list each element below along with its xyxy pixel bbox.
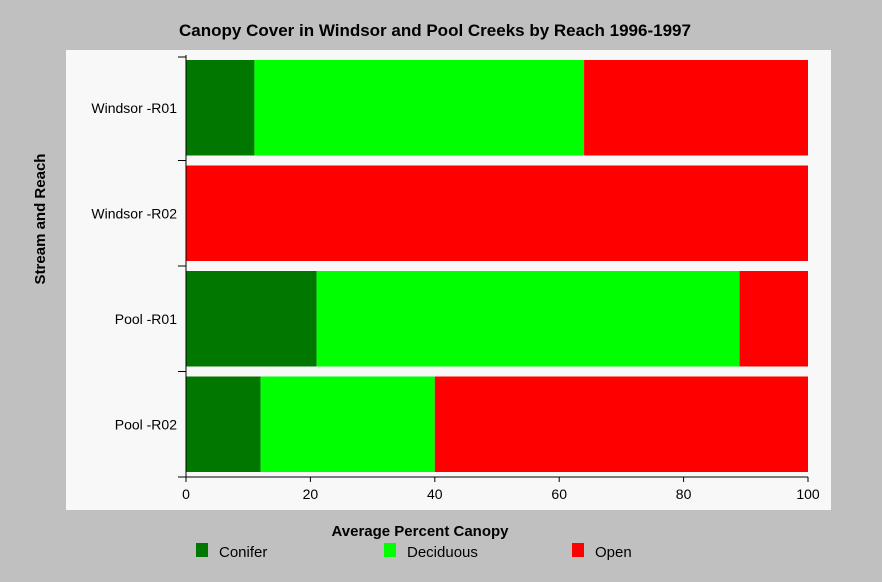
legend-swatch-conifer [196, 543, 208, 557]
bar-open-1 [186, 165, 808, 261]
chart-title: Canopy Cover in Windsor and Pool Creeks … [179, 21, 691, 40]
y-tick-label-3: Pool -R02 [115, 416, 177, 432]
bar-open-3 [434, 376, 808, 472]
x-tick-label-4: 80 [676, 486, 692, 502]
bars-group [186, 60, 808, 472]
x-tick-label-0: 0 [182, 486, 190, 502]
x-tick-label-3: 60 [551, 486, 567, 502]
x-axis: 0 20 40 60 80 100 [182, 476, 820, 502]
bar-conifer-3 [186, 376, 261, 472]
y-tick-label-2: Pool -R01 [115, 311, 177, 327]
x-tick-label-5: 100 [796, 486, 820, 502]
bar-deciduous-3 [260, 376, 435, 472]
y-tick-label-1: Windsor -R02 [91, 205, 177, 221]
bar-deciduous-2 [316, 271, 740, 367]
legend: Conifer Deciduous Open [196, 543, 632, 561]
x-tick-label-2: 40 [427, 486, 443, 502]
legend-label-conifer: Conifer [219, 544, 267, 561]
bar-conifer-2 [186, 271, 317, 367]
legend-label-open: Open [595, 544, 632, 561]
bar-open-2 [739, 271, 808, 367]
bar-conifer-0 [186, 60, 255, 156]
x-axis-title: Average Percent Canopy [331, 523, 509, 540]
legend-label-deciduous: Deciduous [407, 544, 478, 561]
bar-deciduous-0 [254, 60, 585, 156]
y-axis: Windsor -R01 Windsor -R02 Pool -R01 Pool -R… [91, 55, 187, 478]
bar-open-0 [584, 60, 808, 156]
y-tick-label-0: Windsor -R01 [91, 100, 177, 116]
legend-swatch-deciduous [384, 543, 396, 557]
y-axis-title: Stream and Reach [32, 154, 49, 285]
x-tick-label-1: 20 [303, 486, 319, 502]
legend-swatch-open [572, 543, 584, 557]
